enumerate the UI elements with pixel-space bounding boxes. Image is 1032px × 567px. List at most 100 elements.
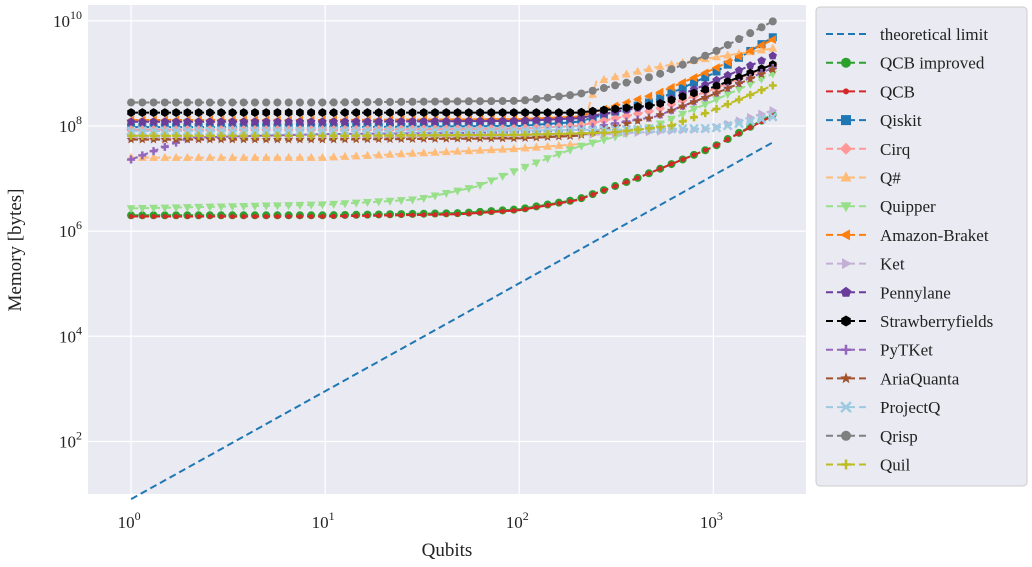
data-point	[543, 130, 552, 139]
data-point	[183, 108, 192, 117]
data-point	[295, 131, 304, 140]
data-point	[306, 126, 317, 136]
data-point	[520, 116, 530, 125]
data-point	[498, 97, 507, 106]
data-point	[340, 117, 350, 126]
data-point	[205, 117, 215, 126]
data-point	[497, 125, 508, 136]
legend-item: Qiskit	[826, 111, 922, 130]
data-point	[533, 204, 539, 210]
data-point	[432, 212, 438, 218]
legend-item: ProjectQ	[826, 398, 940, 417]
data-point	[532, 108, 541, 117]
data-point	[149, 117, 158, 126]
data-point	[329, 152, 339, 161]
legend-item: Pennylane	[826, 283, 951, 302]
series-line	[130, 140, 775, 500]
data-point	[160, 152, 170, 161]
data-point	[352, 131, 361, 140]
data-point	[329, 131, 338, 140]
data-point	[680, 157, 686, 162]
data-point	[228, 98, 237, 107]
data-point	[521, 130, 530, 139]
data-point	[745, 46, 754, 56]
data-point	[171, 152, 181, 161]
data-point	[385, 197, 395, 206]
data-point	[239, 108, 248, 117]
data-point	[543, 141, 553, 150]
data-point	[734, 52, 743, 61]
legend-marker	[840, 229, 850, 241]
data-point	[701, 73, 710, 82]
data-point	[217, 98, 226, 107]
data-point	[396, 149, 406, 158]
data-point	[475, 145, 485, 154]
data-point	[159, 126, 170, 136]
data-point	[263, 214, 269, 219]
data-point	[486, 177, 496, 186]
data-point	[149, 204, 158, 213]
data-point	[599, 115, 609, 126]
data-point	[307, 117, 316, 126]
data-point	[397, 117, 406, 126]
data-point	[746, 61, 755, 70]
data-point	[430, 192, 440, 201]
data-point	[217, 131, 226, 140]
data-point	[508, 125, 519, 136]
data-point	[701, 85, 710, 94]
data-point	[723, 83, 733, 93]
data-point	[204, 126, 215, 136]
legend-item: Amazon-Braket	[826, 226, 989, 245]
data-point	[565, 139, 575, 148]
data-point	[261, 152, 271, 161]
data-point	[431, 97, 440, 106]
data-point	[599, 128, 608, 137]
data-point	[329, 108, 338, 117]
data-point	[621, 118, 631, 128]
data-point	[611, 81, 620, 90]
data-point	[295, 152, 305, 161]
data-point	[261, 202, 271, 211]
data-point	[443, 212, 449, 217]
legend: theoretical limit QCB improved QCB Qiskit Ci…	[815, 6, 1028, 487]
data-point	[407, 125, 418, 136]
data-point	[397, 131, 406, 140]
data-point	[475, 125, 485, 136]
data-point	[477, 210, 483, 216]
data-point	[205, 152, 215, 161]
data-point	[421, 212, 427, 218]
data-point	[600, 105, 608, 115]
data-point	[296, 108, 304, 117]
data-point	[756, 114, 767, 124]
data-point	[578, 196, 584, 202]
data-point	[284, 152, 294, 161]
data-point	[318, 201, 327, 210]
data-point	[149, 152, 158, 161]
data-point	[498, 172, 507, 181]
legend-marker	[840, 142, 852, 155]
data-point	[396, 197, 406, 206]
data-point	[127, 108, 135, 117]
data-point	[554, 114, 564, 123]
data-point	[745, 80, 755, 89]
data-point	[644, 124, 653, 133]
data-point	[745, 116, 756, 127]
data-point	[520, 163, 530, 172]
data-point	[645, 101, 653, 111]
data-point	[238, 126, 249, 136]
data-point	[137, 126, 148, 136]
data-point	[183, 117, 192, 126]
series-line	[131, 115, 774, 133]
y-tick-label: 102	[59, 428, 82, 451]
data-point	[767, 112, 778, 122]
data-point	[172, 98, 181, 107]
legend-item: QCB improved	[826, 54, 985, 73]
data-point	[127, 155, 136, 164]
legend-item: Quipper	[826, 197, 936, 216]
legend-marker	[840, 286, 852, 297]
data-point	[667, 59, 676, 68]
data-point	[171, 117, 181, 126]
data-point	[734, 78, 744, 88]
data-point	[622, 126, 631, 135]
data-point	[599, 136, 609, 145]
